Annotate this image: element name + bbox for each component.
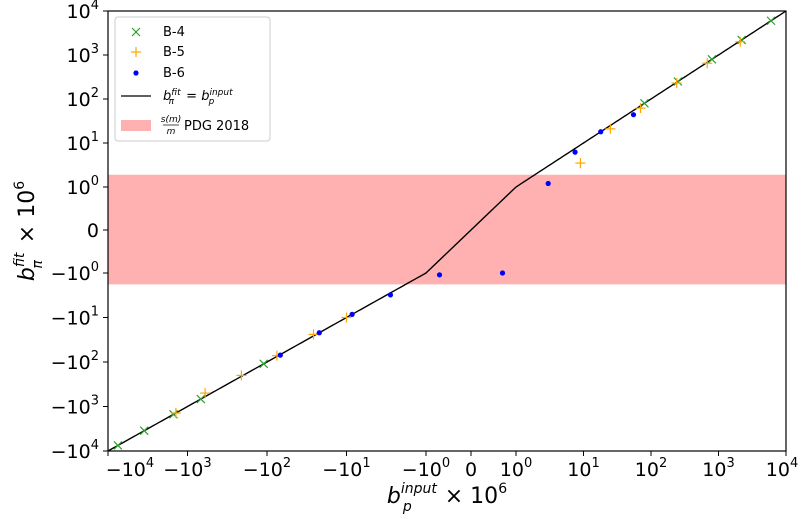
y-tick-label: −100 xyxy=(51,260,99,285)
y-tick-label: −104 xyxy=(51,438,99,463)
legend-band-fraction-den: m xyxy=(167,127,176,137)
data-point-b-6 xyxy=(572,149,578,155)
data-point-b-6 xyxy=(545,180,551,187)
plot-frame xyxy=(107,10,787,452)
y-tick-label: −102 xyxy=(51,349,99,374)
legend-marker-b6 xyxy=(133,70,139,76)
x-tick-label: −104 xyxy=(106,456,154,481)
x-tick-label: 101 xyxy=(567,456,599,481)
legend-item-b6: B-6 xyxy=(133,66,185,81)
x-ticks-layer: −104 −103 −102 −101 −100 0 100 101 102 103 104 xyxy=(106,451,798,481)
x-tick-label: 102 xyxy=(635,456,667,481)
data-point-b-6 xyxy=(598,129,604,135)
x-tick-label: −102 xyxy=(243,456,291,481)
y-tick-label: 101 xyxy=(67,130,99,155)
x-tick-label: 0 xyxy=(465,459,477,481)
reference-line-layer xyxy=(107,10,787,452)
data-point-b-5 xyxy=(635,103,646,114)
data-point-b-5 xyxy=(170,408,181,419)
data-point-b-5 xyxy=(735,36,746,47)
legend-item-b5: B-5 xyxy=(131,45,185,60)
data-point-b-5 xyxy=(702,58,713,69)
x-tick-label: −101 xyxy=(322,456,370,481)
data-point-b-5 xyxy=(200,388,211,399)
data-point-b-4 xyxy=(707,54,717,64)
data-point-b-5 xyxy=(671,78,682,89)
y-label-sup: fit xyxy=(12,252,28,267)
y-tick-label: 0 xyxy=(87,220,99,242)
legend-line-label: bfit π = binput p xyxy=(163,88,233,107)
legend-b4-marker-icon xyxy=(131,27,141,37)
x-tick-label: 104 xyxy=(766,456,798,481)
legend: B-4 B-5 B-6 bfit π = binput p s(m) m PDG 2… xyxy=(114,16,271,142)
legend-marker-b4 xyxy=(131,27,141,37)
legend-b5-label: B-5 xyxy=(163,45,185,60)
data-point-b-4 xyxy=(196,394,206,404)
series-b-4 xyxy=(113,16,776,450)
data-point-b-4 xyxy=(259,359,269,369)
data-point-b-4 xyxy=(640,98,649,108)
data-point-b-5 xyxy=(575,158,586,169)
y-axis-label: bfit π × 106 xyxy=(12,181,46,281)
legend-band-label: PDG 2018 xyxy=(184,119,249,134)
legend-b6-marker-icon xyxy=(133,70,139,76)
data-point-b-6 xyxy=(387,292,394,298)
data-point-b-6 xyxy=(349,311,355,317)
legend-band-fraction-num: s(m) xyxy=(161,115,181,125)
y-tick-label: 103 xyxy=(67,42,99,67)
legend-box xyxy=(114,16,271,142)
data-point-b-6 xyxy=(277,352,283,358)
y-label-tail-sup: 6 xyxy=(12,181,28,190)
x-tick-label: −103 xyxy=(163,456,211,481)
y-tick-label: −101 xyxy=(51,305,99,330)
y-ticks-layer: −104 −103 −102 −101 −100 0 100 101 102 103 104 xyxy=(51,0,108,463)
legend-band-swatch xyxy=(121,120,151,131)
x-label-sub: p xyxy=(402,499,412,515)
y-label-base: b xyxy=(15,267,40,281)
data-point-b-4 xyxy=(113,441,123,450)
reference-line-y-equals-x xyxy=(107,10,787,452)
y-tick-label: 104 xyxy=(67,0,99,23)
data-points-layer xyxy=(113,16,776,450)
legend-item-b4: B-4 xyxy=(131,25,185,40)
legend-b5-marker-icon xyxy=(131,47,141,57)
x-tick-label: −100 xyxy=(402,456,450,481)
legend-marker-b5 xyxy=(131,47,141,57)
series-b-6 xyxy=(277,112,637,358)
data-point-b-5 xyxy=(605,123,616,134)
x-label-tail: × 10 xyxy=(438,484,498,509)
legend-item-reference-line: bfit π = binput p xyxy=(121,88,233,107)
pdg-band xyxy=(108,174,786,285)
x-tick-label: 100 xyxy=(500,456,532,481)
x-label-sup: input xyxy=(401,481,438,497)
x-axis-label: binput p × 106 xyxy=(387,481,507,515)
data-point-b-6 xyxy=(630,112,637,118)
data-point-b-6 xyxy=(436,272,443,278)
y-label-sub: π xyxy=(30,260,46,269)
data-point-b-6 xyxy=(499,270,506,276)
data-point-b-5 xyxy=(236,370,247,381)
x-label-base: b xyxy=(387,484,401,509)
y-tick-label: 100 xyxy=(67,174,99,199)
data-point-b-6 xyxy=(316,330,322,336)
data-point-b-4 xyxy=(737,35,747,45)
data-point-b-5 xyxy=(308,329,319,340)
data-point-b-5 xyxy=(341,312,352,323)
pdg-band-layer xyxy=(108,174,786,285)
y-tick-label: −103 xyxy=(51,394,99,419)
legend-b6-label: B-6 xyxy=(163,66,185,81)
x-tick-label: 103 xyxy=(702,456,734,481)
x-label-tail-sup: 6 xyxy=(498,481,507,497)
legend-item-band: s(m) m PDG 2018 xyxy=(121,115,249,137)
data-point-b-4 xyxy=(766,16,776,26)
data-point-b-4 xyxy=(673,77,683,86)
series-b-5 xyxy=(170,36,746,419)
legend-b4-label: B-4 xyxy=(163,25,185,40)
data-point-b-4 xyxy=(139,426,149,436)
y-label-tail: × 10 xyxy=(15,190,40,250)
y-tick-label: 102 xyxy=(67,86,99,111)
